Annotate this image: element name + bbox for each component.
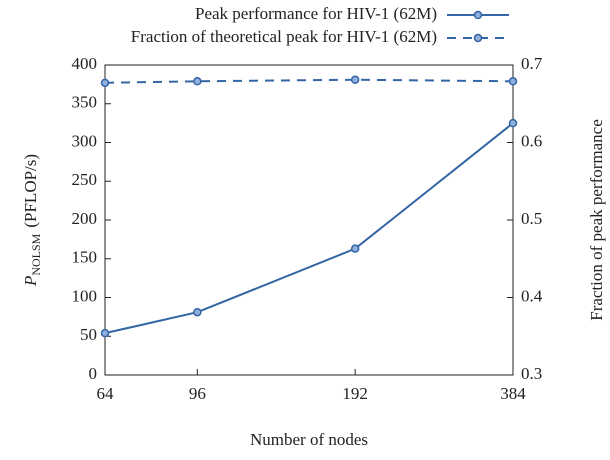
y-axis-label: PNOLSM (PFLOP/s)	[21, 154, 43, 287]
point	[508, 118, 518, 128]
y2-tick-label: 0.6	[521, 131, 542, 150]
y-tick-label: 150	[72, 248, 98, 267]
y2-tick-label: 0.7	[521, 54, 543, 73]
y-tick-label: 400	[72, 54, 98, 73]
point	[100, 328, 110, 338]
legend-marker	[473, 33, 483, 43]
y2-tick-label: 0.3	[521, 364, 542, 383]
y-label-symbol: P	[21, 276, 40, 287]
point	[350, 244, 360, 253]
legend-marker	[473, 10, 483, 20]
point	[350, 75, 360, 84]
point	[193, 307, 202, 317]
y2-tick-label: 0.4	[521, 286, 543, 305]
y-label-subscript: NOLSM	[29, 233, 43, 275]
y-tick-label: 0	[89, 364, 98, 383]
y2-tick-label: 0.5	[521, 209, 542, 228]
x-tick-label: 64	[97, 384, 115, 403]
y-tick-label: 250	[72, 170, 98, 189]
legend-label: Peak performance for HIV-1 (62M)	[195, 4, 437, 23]
x-tick-label: 96	[189, 384, 206, 403]
point	[193, 77, 202, 86]
y-tick-label: 350	[72, 93, 98, 112]
plot-frame	[104, 64, 514, 376]
x-tick-label: 384	[500, 384, 526, 403]
y-tick-label: 50	[80, 325, 97, 344]
series-line	[104, 78, 514, 84]
y2-axis-label: Fraction of peak performance	[587, 119, 606, 321]
y-tick-label: 200	[72, 209, 98, 228]
y-label-unit: (PFLOP/s)	[21, 154, 40, 228]
legend-label: Fraction of theoretical peak for HIV-1 (…	[131, 27, 437, 46]
y-tick-label: 300	[72, 131, 98, 150]
y-tick-label: 100	[72, 286, 98, 305]
x-tick-label: 192	[342, 384, 368, 403]
point	[100, 78, 110, 88]
series-line	[104, 122, 514, 335]
point	[508, 77, 518, 86]
x-axis-label: Number of nodes	[250, 430, 368, 449]
